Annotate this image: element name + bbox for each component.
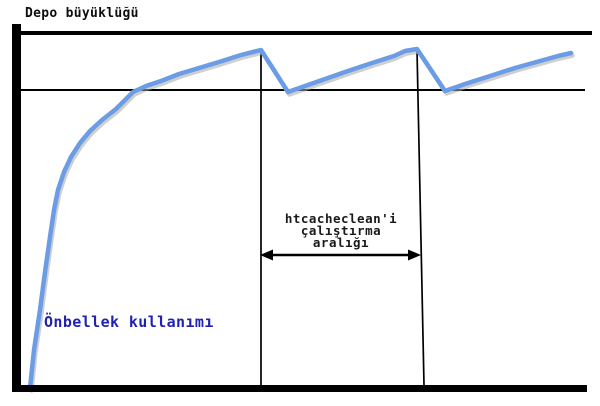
y-axis-bar bbox=[12, 24, 21, 392]
cache-usage-label: Önbellek kullanımı bbox=[44, 313, 214, 331]
interval-label-line1: htcacheclean'i bbox=[284, 211, 398, 226]
interval-arrow-right-head bbox=[408, 249, 421, 261]
cache-usage-curve bbox=[27, 46, 574, 391]
interval-label-line3: aralığı bbox=[312, 235, 370, 250]
interval-label-line2: çalıştırma bbox=[300, 223, 382, 238]
cleanup-run-line-2 bbox=[416, 49, 425, 386]
y-axis-label: Depo büyüklüğü bbox=[25, 6, 139, 21]
x-axis-bar bbox=[12, 385, 587, 392]
interval-label: htcacheclean'i çalıştırma aralığı bbox=[262, 211, 420, 250]
top-border-line bbox=[12, 31, 592, 35]
interval-arrow-left-head bbox=[260, 249, 273, 261]
